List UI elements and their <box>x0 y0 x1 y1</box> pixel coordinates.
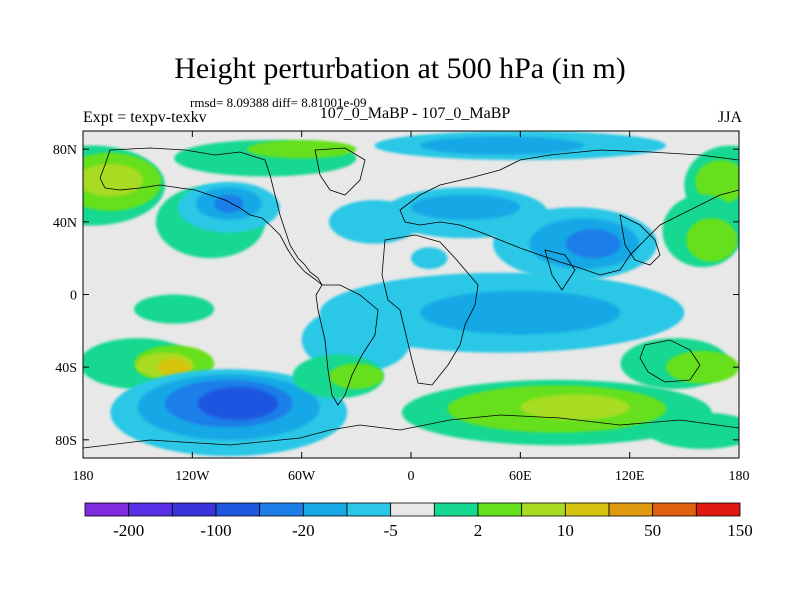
colorbar-label-7: 150 <box>727 521 753 540</box>
colorbar-swatch-2 <box>171 502 217 517</box>
colorbar-label-3: -5 <box>384 521 398 540</box>
season-label: JJA <box>717 109 742 126</box>
colorbar-swatch-14 <box>695 502 741 517</box>
colorbar-label-5: 10 <box>557 521 574 540</box>
y-tick-label-2: 0 <box>70 289 77 304</box>
y-tick-label-1: 40N <box>53 216 77 231</box>
colorbar-swatch-11 <box>564 502 610 517</box>
africa-outline <box>381 234 479 386</box>
australia-outline <box>639 339 701 383</box>
x-tick-label-4: 60E <box>509 469 532 484</box>
colorbar-swatch-9 <box>477 502 523 517</box>
case-label: 107_0_MaBP - 107_0_MaBP <box>319 105 511 122</box>
colorbar-label-1: -100 <box>200 521 231 540</box>
x-tick-label-3: 0 <box>408 469 415 484</box>
south-america-outline <box>315 284 379 406</box>
experiment-label: Expt = texpv-texkv <box>83 109 207 126</box>
continent-outlines <box>83 147 739 449</box>
east-asia-detail <box>619 214 661 266</box>
x-tick-label-0: 180 <box>73 469 94 484</box>
anomaly-region-5 <box>157 358 191 377</box>
north-america-outline <box>99 147 323 286</box>
colorbar-swatch-1 <box>128 502 173 517</box>
x-tick-label-2: 60W <box>288 469 316 484</box>
anomaly-region-6 <box>134 294 215 324</box>
colorbar-swatch-7 <box>390 502 435 517</box>
colorbar-swatch-3 <box>215 502 261 517</box>
colorbar-swatch-12 <box>608 502 654 517</box>
anomaly-region-41 <box>647 412 739 449</box>
colorbar-swatch-5 <box>302 502 348 517</box>
greenland-outline <box>314 147 366 196</box>
colorbar-swatch-4 <box>259 502 304 517</box>
y-tick-label-3: 40S <box>55 361 77 376</box>
x-tick-label-5: 120E <box>615 469 645 484</box>
colorbar-swatch-0 <box>84 502 130 517</box>
anomaly-region-13 <box>246 140 357 159</box>
colorbar-label-6: 50 <box>644 521 661 540</box>
anomaly-region-27 <box>420 136 585 155</box>
anomaly-region-30 <box>420 290 621 335</box>
anomaly-region-37 <box>329 363 384 389</box>
colorbar-swatch-8 <box>433 502 479 517</box>
anomaly-field <box>83 131 739 457</box>
y-tick-label-0: 80N <box>53 143 77 158</box>
colorbar-swatch-6 <box>346 502 392 517</box>
anomaly-region-35 <box>197 387 278 420</box>
anomaly-region-1 <box>666 350 739 384</box>
axis-ticks: 180 120W 60W 0 60E 120E 180 80N 40N 0 40S 80S <box>53 131 750 484</box>
anomaly-region-19 <box>214 194 244 213</box>
colorbar-label-2: -20 <box>292 521 315 540</box>
stats-line: rmsd= 8.09388 diff= 8.81001e-09 <box>190 95 367 110</box>
anomaly-region-25 <box>565 229 621 259</box>
colorbar-label-4: 2 <box>474 521 483 540</box>
eurasia-outline <box>399 149 739 276</box>
antarctica-outline <box>83 414 739 449</box>
india-outline <box>544 249 576 291</box>
anomaly-region-40 <box>520 394 630 420</box>
x-tick-label-6: 180 <box>729 469 750 484</box>
chart-title: Height perturbation at 500 hPa (in m) <box>174 52 626 85</box>
colorbar: -200 -100 -20 -5 2 10 50 150 <box>84 502 753 540</box>
y-tick-label-4: 80S <box>55 434 77 449</box>
x-tick-label-1: 120W <box>175 469 210 484</box>
anomaly-region-15 <box>686 218 738 262</box>
anomaly-region-9 <box>83 163 144 197</box>
anomaly-region-22 <box>411 194 521 221</box>
colorbar-swatch-13 <box>652 502 697 517</box>
colorbar-swatch-10 <box>521 502 566 517</box>
anomaly-region-28 <box>411 247 448 270</box>
colorbar-label-0: -200 <box>113 521 144 540</box>
